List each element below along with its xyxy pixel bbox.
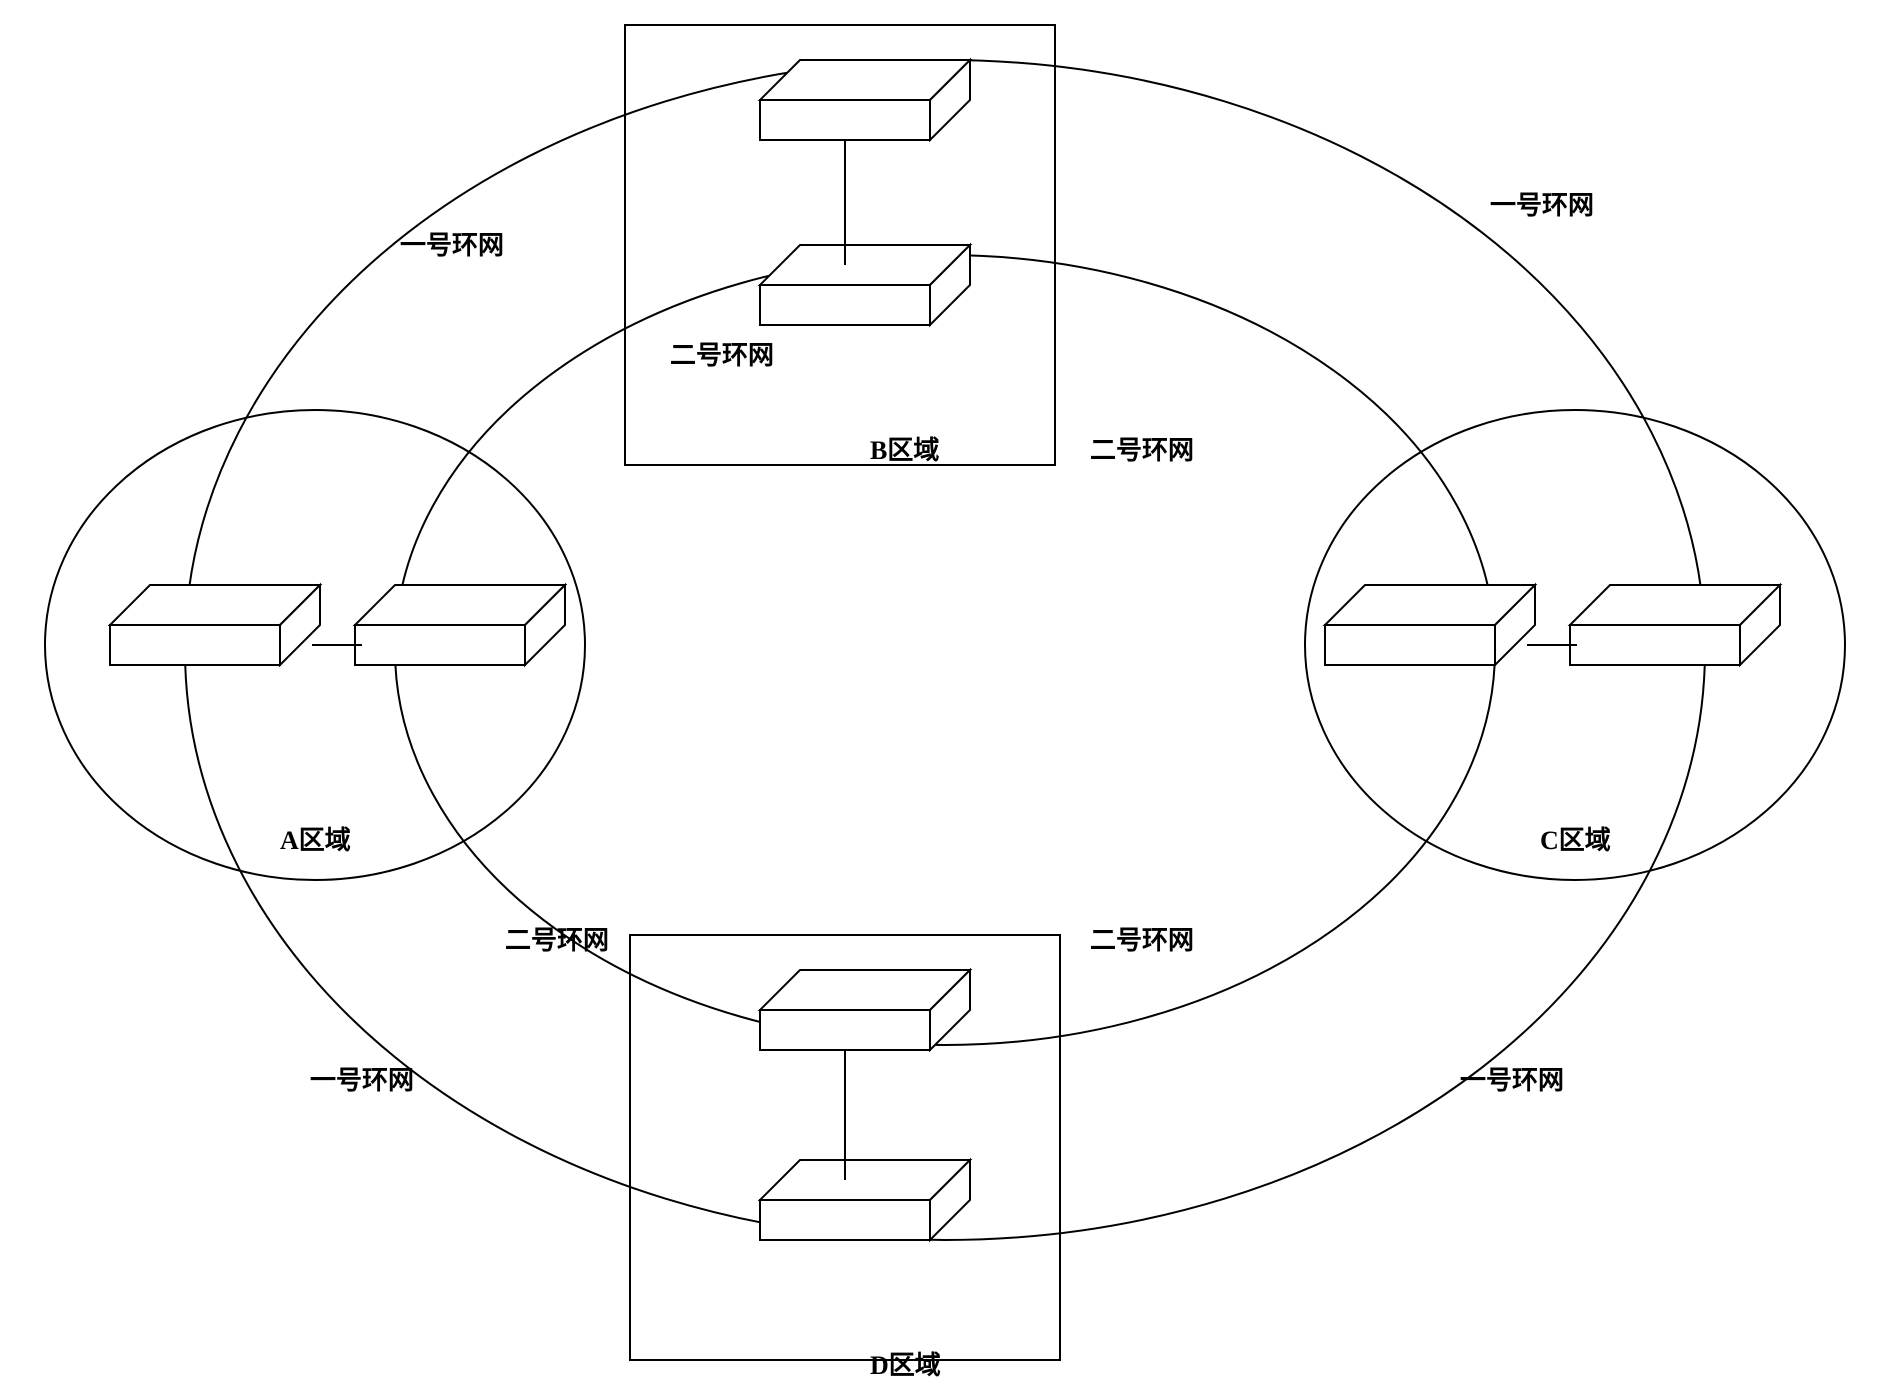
box-b-inner — [760, 245, 970, 325]
box-c-outer — [1570, 585, 1780, 665]
ring1-label-bl: 一号环网 — [310, 1060, 414, 1097]
ring2-label-tl: 二号环网 — [670, 335, 774, 372]
box-d-inner — [760, 970, 970, 1050]
region-b-label: B区域 — [870, 430, 939, 467]
box-a-inner — [355, 585, 565, 665]
region-c-label: C区域 — [1540, 820, 1611, 857]
ring2-label-br: 二号环网 — [1090, 920, 1194, 957]
ring1-label-br: 一号环网 — [1460, 1060, 1564, 1097]
box-a-outer — [110, 585, 320, 665]
region-a-label: A区域 — [280, 820, 351, 857]
ring2-label-tr: 二号环网 — [1090, 430, 1194, 467]
box-d-outer — [760, 1160, 970, 1240]
region-d-label: D区域 — [870, 1345, 941, 1382]
diagram-svg — [0, 0, 1890, 1389]
box-c-inner — [1325, 585, 1535, 665]
ring2-label-bl: 二号环网 — [505, 920, 609, 957]
ring1-label-tr: 一号环网 — [1490, 185, 1594, 222]
ring1-label-tl: 一号环网 — [400, 225, 504, 262]
box-b-outer — [760, 60, 970, 140]
